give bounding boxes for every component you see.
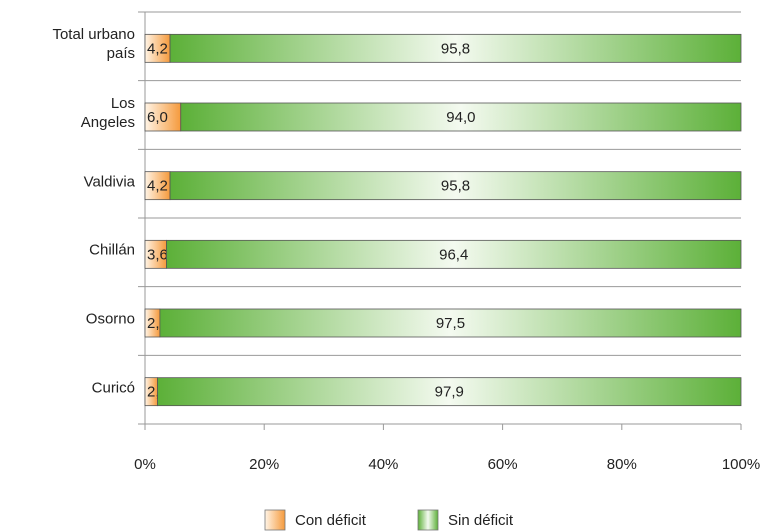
legend-swatch	[264, 509, 286, 531]
legend-label: Sin déficit	[448, 512, 514, 529]
value-label: 6,0	[147, 109, 168, 126]
x-tick-label: 100%	[722, 456, 760, 473]
category-label: Curicó	[91, 379, 135, 397]
category-label: Osorno	[85, 310, 135, 328]
value-label: 95,8	[441, 178, 470, 195]
legend-label: Con déficit	[295, 512, 367, 529]
bar-segment	[159, 308, 742, 338]
value-label: 3,6	[147, 246, 168, 263]
value-label: 94,0	[446, 109, 475, 126]
x-tick-label: 0%	[134, 456, 156, 473]
bar-segment	[166, 239, 742, 269]
bar-segment	[157, 377, 742, 407]
value-label: 95,8	[441, 40, 470, 57]
category-label: Total urbano país	[52, 26, 135, 63]
bar-segment	[169, 171, 742, 201]
bar-segment	[180, 102, 742, 132]
value-label: 4,2	[147, 40, 168, 57]
category-label: Chillán	[89, 241, 135, 259]
category-label: Valdivia	[83, 173, 135, 191]
value-label: 97,5	[436, 315, 465, 332]
category-label: Los Angeles	[80, 95, 135, 131]
legend-swatch	[417, 509, 439, 531]
x-tick-label: 80%	[607, 456, 637, 473]
x-tick-label: 40%	[368, 456, 398, 473]
x-tick-label: 20%	[249, 456, 279, 473]
value-label: 97,9	[435, 384, 464, 401]
value-label: 96,4	[439, 246, 468, 263]
value-label: 4,2	[147, 178, 168, 195]
bar-segment	[169, 33, 742, 63]
x-tick-label: 60%	[488, 456, 518, 473]
